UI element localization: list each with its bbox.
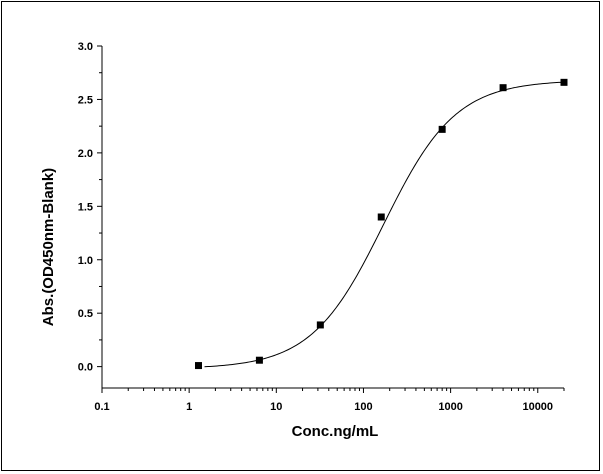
x-tick-label: 0.1 — [94, 401, 109, 413]
y-tick-label: 1.0 — [78, 255, 93, 267]
y-tick-label: 0.0 — [78, 362, 93, 374]
data-point — [377, 213, 385, 221]
data-point — [560, 78, 568, 86]
x-axis-ticks: 0.1 1 10 100 1000 10000 — [94, 388, 565, 413]
data-point — [316, 321, 324, 329]
y-tick-label: 1.5 — [78, 201, 93, 213]
y-tick-label: 2.5 — [78, 94, 93, 106]
y-axis-title: Abs.(OD450nm-Blank) — [40, 168, 57, 326]
x-axis-title: Conc.ng/mL — [292, 423, 379, 440]
y-tick-label: 2.0 — [78, 148, 93, 160]
x-tick-label: 10 — [270, 401, 282, 413]
data-points — [194, 78, 568, 370]
axes — [101, 46, 564, 389]
x-tick-label: 100 — [354, 401, 372, 413]
data-point — [438, 125, 446, 133]
fit-curve — [204, 81, 565, 368]
data-point — [499, 84, 507, 92]
y-axis-ticks: 0.0 0.5 1.0 1.5 2.0 2.5 3.0 — [78, 41, 102, 374]
data-point — [194, 362, 202, 370]
x-tick-label: 1 — [186, 401, 192, 413]
data-point — [255, 356, 263, 364]
x-tick-label: 1000 — [438, 401, 462, 413]
y-tick-label: 0.5 — [78, 308, 93, 320]
x-tick-label: 10000 — [522, 401, 553, 413]
y-tick-label: 3.0 — [78, 41, 93, 53]
